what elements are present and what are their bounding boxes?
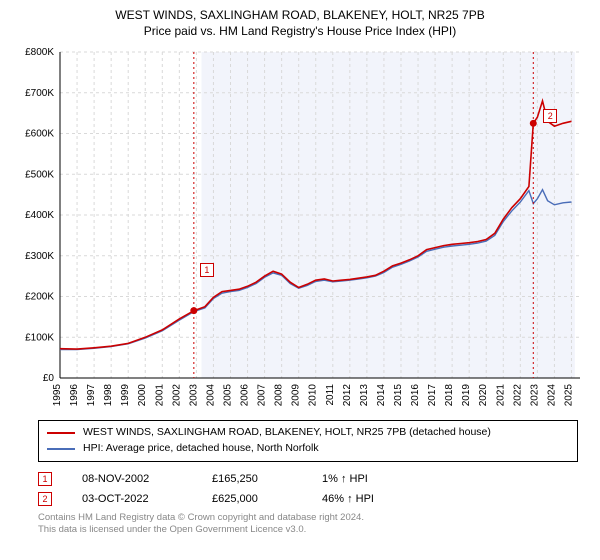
transaction-marker-icon: 2 (38, 492, 52, 506)
legend-item: WEST WINDS, SAXLINGHAM ROAD, BLAKENEY, H… (47, 425, 569, 441)
svg-text:2024: 2024 (546, 384, 557, 407)
chart-subtitle: Price paid vs. HM Land Registry's House … (12, 24, 588, 38)
footer-attribution: Contains HM Land Registry data © Crown c… (38, 512, 578, 538)
legend-item: HPI: Average price, detached house, Nort… (47, 441, 569, 457)
transaction-marker-icon: 1 (38, 472, 52, 486)
svg-text:2025: 2025 (563, 384, 574, 407)
svg-text:1999: 1999 (120, 384, 131, 407)
transaction-delta: 46% ↑ HPI (322, 493, 402, 505)
svg-text:£100K: £100K (25, 332, 54, 343)
svg-text:£600K: £600K (25, 129, 54, 140)
svg-text:2011: 2011 (325, 384, 336, 406)
transaction-row: 2 03-OCT-2022 £625,000 46% ↑ HPI (38, 492, 578, 506)
svg-text:2004: 2004 (205, 384, 216, 407)
svg-text:2001: 2001 (154, 384, 165, 407)
svg-text:2005: 2005 (222, 384, 233, 407)
svg-text:£500K: £500K (25, 169, 54, 180)
svg-text:2006: 2006 (240, 384, 251, 407)
transactions-table: 1 08-NOV-2002 £165,250 1% ↑ HPI 2 03-OCT… (38, 472, 578, 506)
svg-text:2014: 2014 (376, 384, 387, 407)
svg-text:2002: 2002 (171, 384, 182, 407)
svg-text:2007: 2007 (257, 384, 268, 407)
svg-text:2008: 2008 (274, 384, 285, 407)
chart-transaction-marker: 2 (543, 109, 557, 123)
svg-text:£0: £0 (43, 373, 55, 384)
svg-text:£200K: £200K (25, 292, 54, 303)
svg-text:2022: 2022 (512, 384, 523, 407)
svg-text:2009: 2009 (291, 384, 302, 407)
transaction-delta: 1% ↑ HPI (322, 473, 402, 485)
svg-text:2023: 2023 (529, 384, 540, 407)
title-block: WEST WINDS, SAXLINGHAM ROAD, BLAKENEY, H… (12, 8, 588, 38)
chart-area: £0 £100K £200K £300K £400K £500K £600K £700K £80… (12, 44, 588, 414)
svg-text:2000: 2000 (137, 384, 148, 407)
svg-text:2012: 2012 (342, 384, 353, 407)
svg-text:2020: 2020 (478, 384, 489, 407)
svg-text:2003: 2003 (188, 384, 199, 407)
legend-label: WEST WINDS, SAXLINGHAM ROAD, BLAKENEY, H… (83, 425, 491, 441)
svg-text:£700K: £700K (25, 88, 54, 99)
chart-transaction-marker: 1 (200, 263, 214, 277)
legend-swatch-property (47, 432, 75, 434)
chart-container: WEST WINDS, SAXLINGHAM ROAD, BLAKENEY, H… (0, 0, 600, 560)
transaction-date: 03-OCT-2022 (82, 493, 182, 505)
svg-text:2017: 2017 (427, 384, 438, 407)
svg-text:2016: 2016 (410, 384, 421, 407)
legend-frame: WEST WINDS, SAXLINGHAM ROAD, BLAKENEY, H… (38, 420, 578, 462)
svg-text:£800K: £800K (25, 47, 54, 58)
transaction-price: £165,250 (212, 473, 292, 485)
transaction-price: £625,000 (212, 493, 292, 505)
line-chart: £0 £100K £200K £300K £400K £500K £600K £700K £80… (12, 44, 588, 414)
transaction-row: 1 08-NOV-2002 £165,250 1% ↑ HPI (38, 472, 578, 486)
svg-text:2013: 2013 (359, 384, 370, 407)
svg-text:2021: 2021 (495, 384, 506, 407)
svg-text:£300K: £300K (25, 251, 54, 262)
svg-text:1997: 1997 (86, 384, 97, 407)
transaction-date: 08-NOV-2002 (82, 473, 182, 485)
svg-text:2015: 2015 (393, 384, 404, 407)
svg-text:1996: 1996 (69, 384, 80, 407)
legend-swatch-hpi (47, 448, 75, 450)
svg-text:£400K: £400K (25, 210, 54, 221)
svg-text:1995: 1995 (52, 384, 63, 407)
svg-text:2010: 2010 (308, 384, 319, 407)
chart-title-address: WEST WINDS, SAXLINGHAM ROAD, BLAKENEY, H… (12, 8, 588, 22)
legend-label: HPI: Average price, detached house, Nort… (83, 441, 319, 457)
footer-line: This data is licensed under the Open Gov… (38, 524, 578, 537)
svg-text:2019: 2019 (461, 384, 472, 407)
footer-line: Contains HM Land Registry data © Crown c… (38, 512, 578, 525)
legend-block: WEST WINDS, SAXLINGHAM ROAD, BLAKENEY, H… (38, 420, 578, 537)
svg-text:2018: 2018 (444, 384, 455, 407)
svg-text:1998: 1998 (103, 384, 114, 407)
